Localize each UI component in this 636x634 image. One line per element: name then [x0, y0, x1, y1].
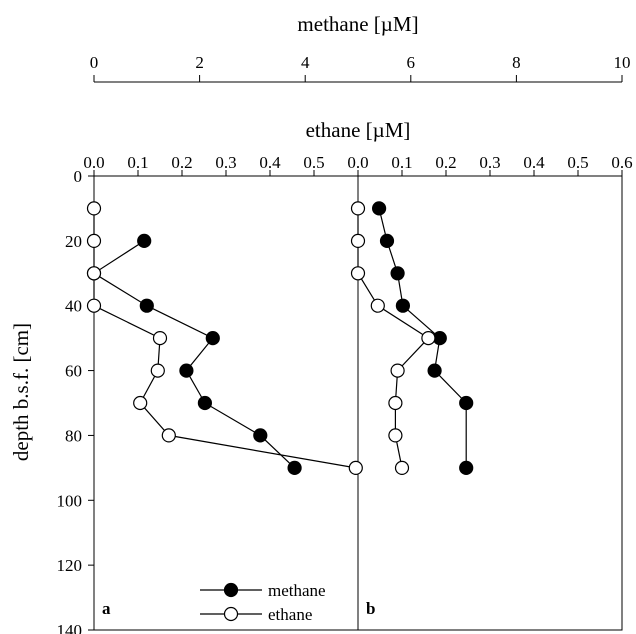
- panel-a-methane-point: [197, 395, 212, 411]
- depth-axis-title: depth b.s.f. [cm]: [9, 323, 33, 461]
- series-layer: [86, 201, 474, 475]
- panel-b-methane-point: [379, 233, 395, 248]
- methane-tick-label: 0: [90, 53, 99, 72]
- panel-a-ethane-point: [86, 233, 102, 248]
- methane-tick-label: 8: [512, 53, 521, 72]
- depth-tick-label: 120: [57, 556, 83, 575]
- legend-methane-marker: [223, 582, 239, 598]
- panel-b-ethane-point: [390, 363, 405, 378]
- ethane-tick-label: 0.0: [83, 153, 104, 172]
- panel-b-methane-point: [395, 298, 410, 313]
- panel-b-methane-point: [390, 266, 405, 281]
- panel-a-ethane-point: [86, 201, 102, 216]
- ethane-tick-label: 0.6: [611, 153, 632, 172]
- panel-b-methane-point: [459, 460, 474, 475]
- methane-tick-label: 6: [407, 53, 416, 72]
- ethane-axis-ticks: 0.0 0.1 0.2 0.3 0.4 0.5 0.0 0.1 0.2 0.3 0.4 0.5 0.6: [83, 153, 633, 176]
- panel-a-methane-point: [205, 331, 220, 346]
- ethane-tick-label: 0.3: [479, 153, 500, 172]
- panel-a-methane-point: [179, 363, 194, 378]
- depth-tick-label: 0: [74, 167, 83, 186]
- panel-b-methane-point: [427, 363, 442, 378]
- methane-axis-ticks: 0 2 4 6 8 10: [90, 53, 631, 82]
- methane-tick-label: 10: [614, 53, 631, 72]
- depth-tick-label: 60: [65, 362, 82, 381]
- ethane-tick-label: 0.2: [171, 153, 192, 172]
- depth-tick-label: 40: [65, 297, 82, 316]
- ethane-axis: ethane [µM] 0.0 0.1 0.2 0.3 0.4 0.5 0.0 0.1 0.2 0…: [83, 118, 633, 176]
- depth-tick-label: 80: [65, 426, 82, 445]
- panel-b-ethane-point: [388, 395, 403, 411]
- panel-a-ethane-point: [348, 460, 363, 475]
- ethane-tick-label: 0.5: [567, 153, 588, 172]
- legend-ethane-label: ethane: [268, 605, 312, 624]
- panel-b-methane-point: [372, 201, 387, 216]
- panel-b-ethane-point: [350, 201, 366, 216]
- ethane-tick-label: 0.0: [347, 153, 368, 172]
- panel-a-methane-point: [139, 298, 154, 313]
- panel-b-methane-point: [459, 395, 474, 411]
- methane-axis: methane [µM] 0 2 4 6 8 10: [90, 12, 631, 83]
- ethane-tick-label: 0.2: [435, 153, 456, 172]
- panel-b-ethane-point: [350, 233, 366, 248]
- legend-ethane-marker: [223, 606, 239, 622]
- panel-b-ethane-point: [350, 266, 366, 281]
- ethane-tick-label: 0.5: [303, 153, 324, 172]
- depth-tick-label: 140: [57, 621, 83, 634]
- panel-a-ethane-point: [152, 331, 168, 346]
- panel-b-ethane-point: [388, 428, 403, 443]
- methane-axis-title: methane [µM]: [297, 12, 418, 36]
- depth-axis-ticks: 0 20 40 60 80 100 120 140: [57, 167, 94, 634]
- panel-b-ethane-point: [370, 298, 385, 313]
- ethane-tick-label: 0.4: [259, 153, 281, 172]
- panel-a-ethane-point: [150, 363, 165, 378]
- legend-methane-label: methane: [268, 581, 326, 600]
- panel-a-ethane-point: [161, 428, 176, 443]
- depth-tick-label: 20: [65, 232, 82, 251]
- panel-a-ethane-point: [86, 266, 102, 281]
- panel-b-ethane-point: [394, 460, 410, 475]
- panel-a-methane-point: [287, 460, 302, 475]
- legend: methane ethane: [200, 581, 326, 624]
- ethane-tick-label: 0.1: [127, 153, 148, 172]
- ethane-tick-label: 0.1: [391, 153, 412, 172]
- depth-axis: depth b.s.f. [cm] 0 20 40 60 80 100 120 140: [9, 167, 94, 634]
- ethane-tick-label: 0.4: [523, 153, 545, 172]
- ethane-axis-title: ethane [µM]: [306, 118, 411, 142]
- ethane-tick-label: 0.3: [215, 153, 236, 172]
- methane-tick-label: 4: [301, 53, 310, 72]
- panel-b-label: b: [366, 599, 375, 618]
- panel-a-ethane-point: [86, 298, 102, 313]
- panel-a-ethane-point: [133, 395, 148, 411]
- panel-a-label: a: [102, 599, 111, 618]
- panel-a-methane-line: [92, 240, 296, 469]
- panel-a-methane-point: [253, 428, 268, 443]
- panel-a-methane-point: [137, 233, 152, 248]
- panel-b-ethane-point: [421, 331, 436, 346]
- methane-tick-label: 2: [195, 53, 204, 72]
- depth-tick-label: 100: [57, 491, 83, 510]
